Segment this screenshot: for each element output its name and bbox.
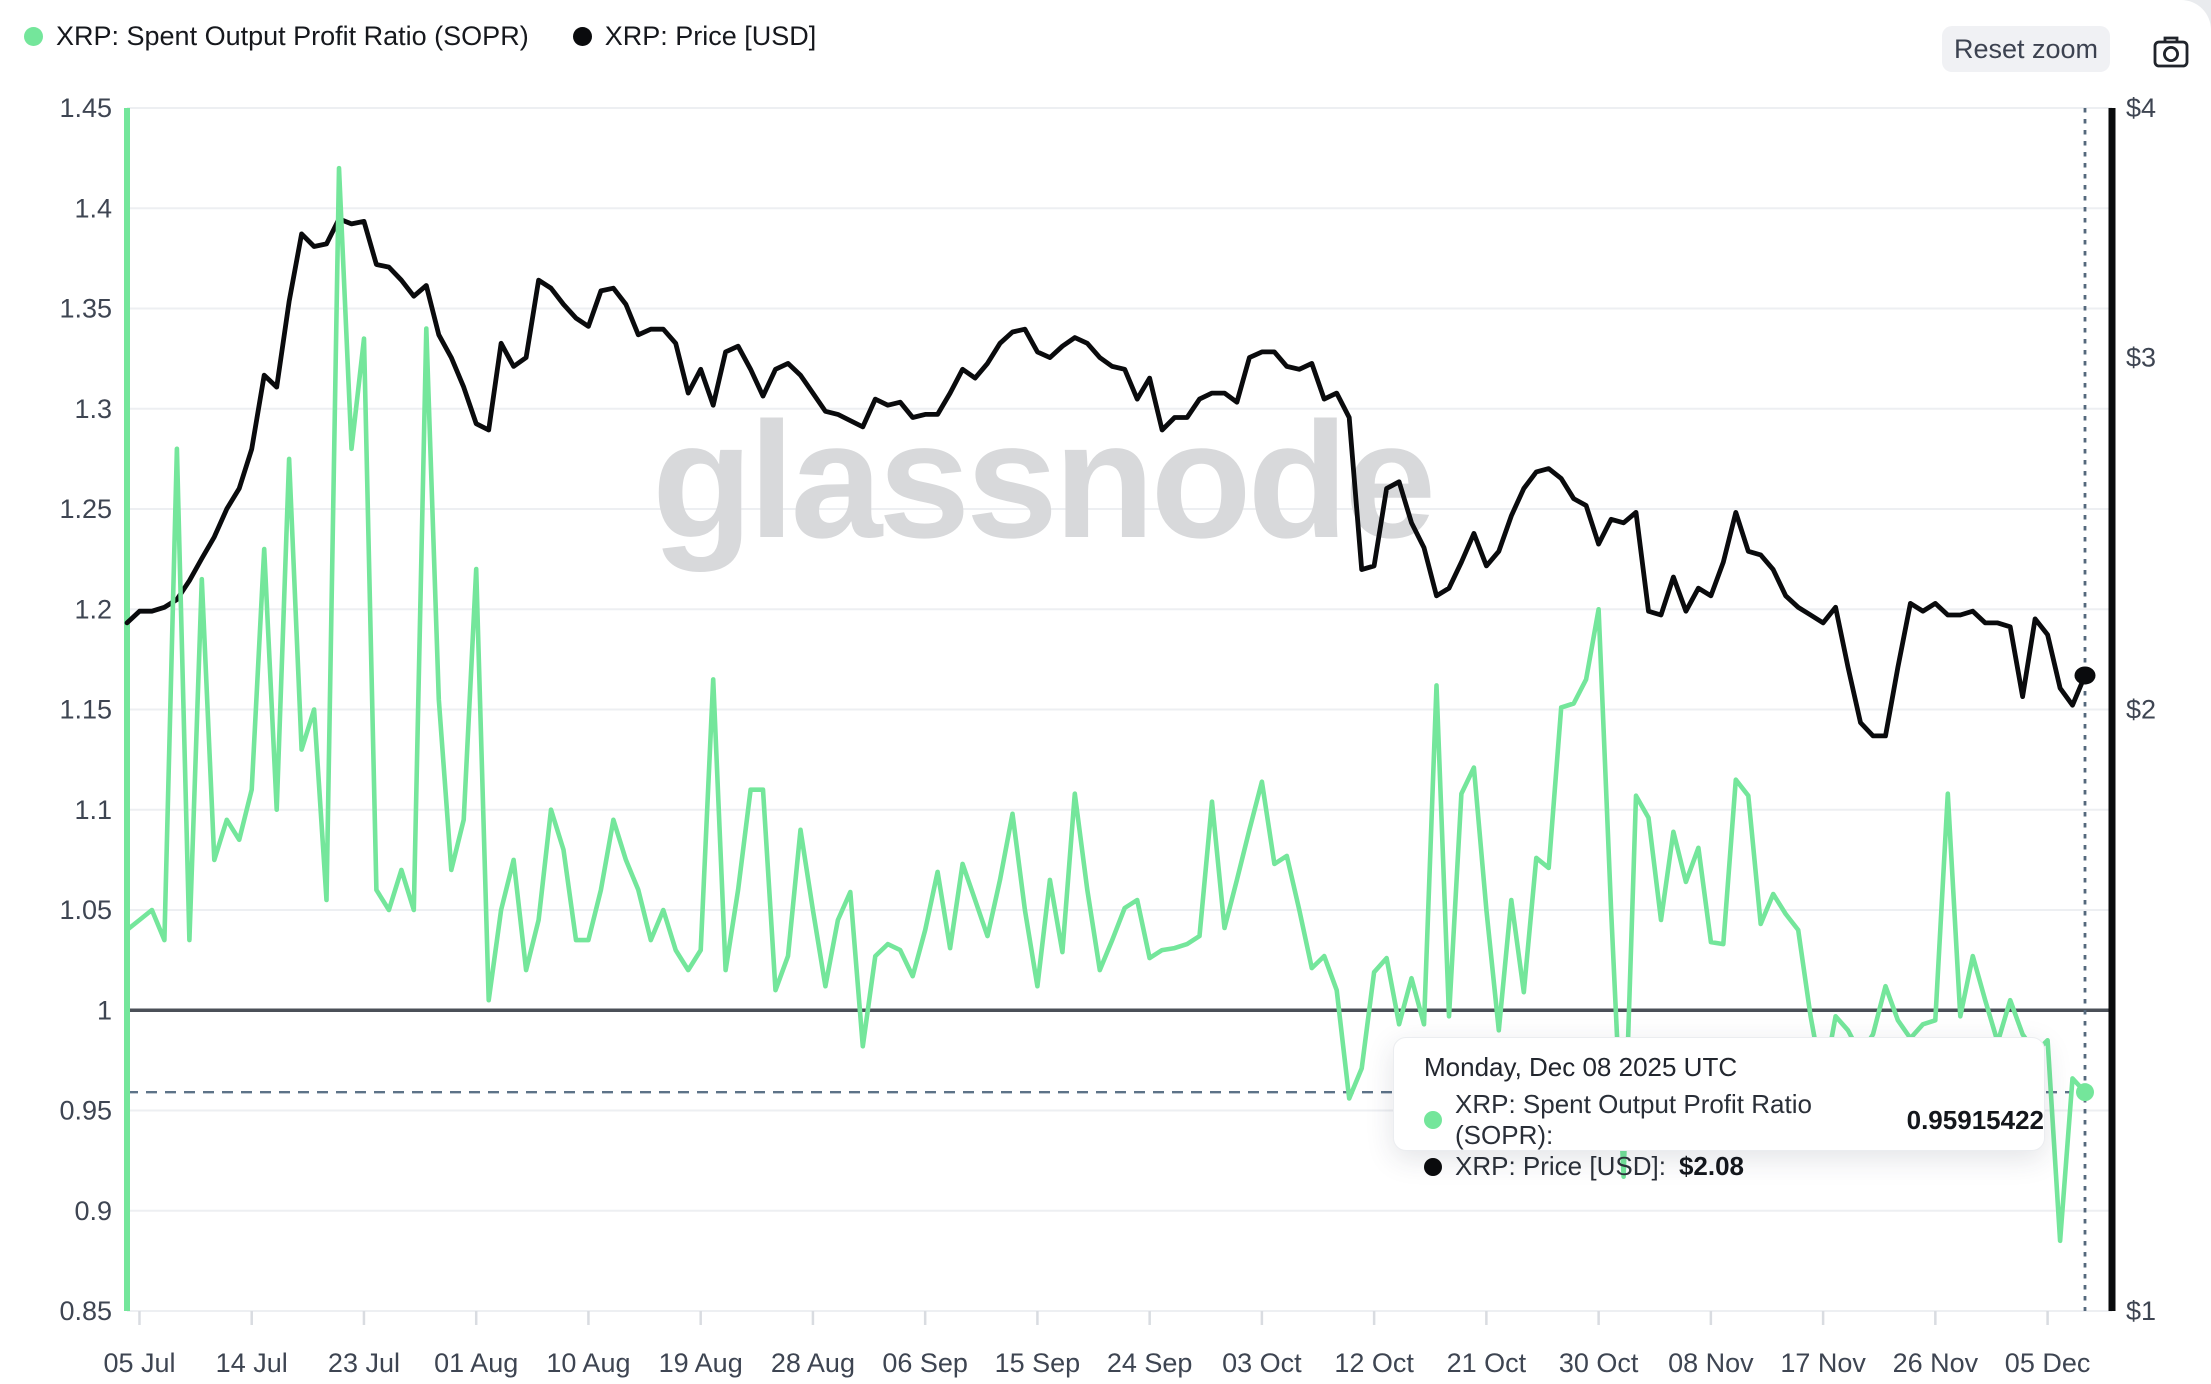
sopr-legend-dot-icon [24, 27, 43, 46]
sopr-crosshair-marker [2076, 1083, 2094, 1102]
price-dot-icon [1424, 1157, 1442, 1176]
x-axis-tick: 21 Oct [1447, 1348, 1527, 1378]
price-series-line[interactable] [124, 216, 2088, 739]
sopr-dot-icon [1424, 1111, 1442, 1129]
left-axis-tick: 1 [97, 995, 112, 1025]
x-axis-tick: 19 Aug [659, 1348, 743, 1378]
left-axis-tick: 1.05 [59, 895, 112, 925]
tooltip-row-sopr: XRP: Spent Output Profit Ratio (SOPR): 0… [1424, 1089, 2044, 1151]
left-axis-tick: 0.9 [74, 1196, 112, 1226]
x-axis-tick: 10 Aug [546, 1348, 630, 1378]
left-axis-tick: 1.4 [74, 193, 112, 223]
left-axis-tick: 0.85 [59, 1296, 112, 1326]
price-crosshair-marker [2074, 666, 2096, 685]
tooltip-sopr-label: XRP: Spent Output Profit Ratio (SOPR): [1455, 1089, 1812, 1150]
left-axis-tick: 1.1 [74, 795, 112, 825]
legend-label-sopr: XRP: Spent Output Profit Ratio (SOPR) [56, 21, 529, 51]
reset-zoom-button[interactable]: Reset zoom [1942, 26, 2110, 72]
x-axis-tick: 14 Jul [216, 1348, 288, 1378]
glassnode-watermark: glassnode [652, 388, 1436, 572]
x-axis-tick: 08 Nov [1668, 1348, 1754, 1378]
left-axis-tick: 0.95 [59, 1096, 112, 1126]
sopr-series-line[interactable] [124, 165, 2088, 1244]
x-axis-tick: 05 Jul [103, 1348, 175, 1378]
x-axis-tick: 26 Nov [1893, 1348, 1979, 1378]
crosshair-tooltip: Monday, Dec 08 2025 UTC XRP: Spent Outpu… [1393, 1037, 2045, 1181]
chart-legend: XRP: Spent Output Profit Ratio (SOPR) XR… [24, 21, 816, 52]
tooltip-row-price: XRP: Price [USD]: $2.08 [1424, 1151, 2044, 1182]
left-axis-tick: 1.15 [59, 695, 112, 725]
right-axis-tick: $1 [2126, 1296, 2156, 1326]
legend-item-price[interactable]: XRP: Price [USD] [572, 21, 817, 52]
tooltip-price-value: $2.08 [1678, 1151, 1745, 1181]
price-legend-dot-icon [572, 27, 592, 46]
tooltip-price-label: XRP: Price [USD]: [1455, 1151, 1666, 1181]
left-axis-tick: 1.3 [74, 394, 112, 424]
x-axis-tick: 03 Oct [1222, 1348, 1302, 1378]
x-axis-tick: 15 Sep [995, 1348, 1081, 1378]
right-axis-tick: $4 [2126, 93, 2156, 123]
camera-icon[interactable] [2153, 36, 2189, 68]
x-axis-tick: 28 Aug [771, 1348, 855, 1378]
x-axis-tick: 23 Jul [328, 1348, 400, 1378]
legend-item-sopr[interactable]: XRP: Spent Output Profit Ratio (SOPR) [24, 21, 529, 52]
x-axis-tick: 12 Oct [1334, 1348, 1414, 1378]
tooltip-sopr-value: 0.95915422 [1906, 1104, 2044, 1135]
x-axis-tick: 24 Sep [1107, 1348, 1193, 1378]
tooltip-date: Monday, Dec 08 2025 UTC [1424, 1052, 1738, 1082]
left-axis-tick: 1.25 [59, 494, 112, 524]
left-axis-tick: 1.45 [59, 93, 112, 123]
right-axis-tick: $3 [2126, 343, 2156, 373]
x-axis-tick: 01 Aug [434, 1348, 518, 1378]
x-axis-tick: 06 Sep [882, 1348, 968, 1378]
left-axis-tick: 1.2 [74, 594, 112, 624]
right-axis-tick: $2 [2126, 695, 2156, 725]
x-axis-tick: 30 Oct [1559, 1348, 1639, 1378]
x-axis-tick: 05 Dec [2005, 1348, 2091, 1378]
legend-label-price: XRP: Price [USD] [604, 21, 817, 51]
left-axis-tick: 1.35 [59, 294, 112, 324]
page-corner [2177, 0, 2211, 34]
x-axis-tick: 17 Nov [1780, 1348, 1866, 1378]
